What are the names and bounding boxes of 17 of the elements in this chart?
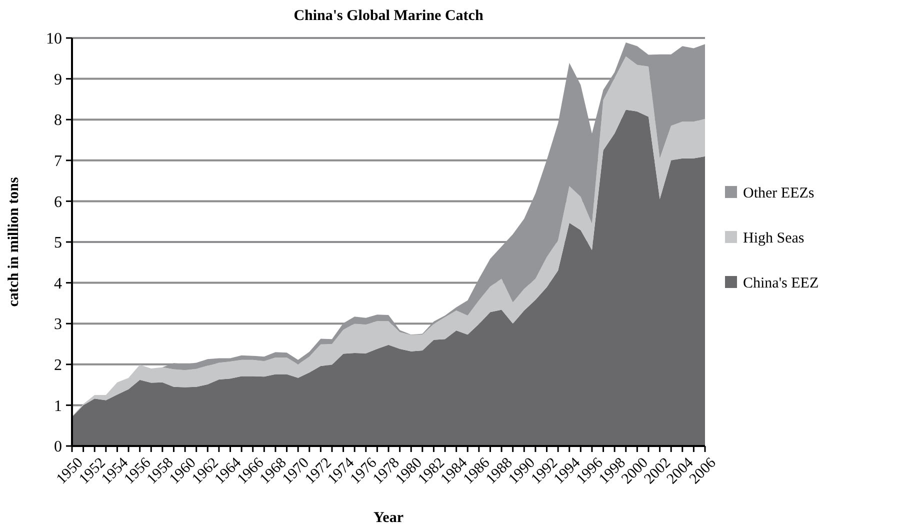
y-tick-label: 6	[54, 194, 62, 211]
y-axis-title: catch in million tons	[6, 177, 22, 307]
y-tick-label: 2	[54, 357, 62, 374]
x-axis-title: Year	[374, 510, 404, 526]
y-tick-label: 4	[54, 275, 62, 292]
y-tick-label: 10	[46, 30, 62, 48]
y-tick-label: 9	[54, 71, 62, 88]
y-tick-label: 7	[54, 153, 62, 170]
y-tick-label: 0	[54, 438, 62, 456]
legend-label: Other EEZs	[743, 185, 814, 202]
y-tick-label: 5	[54, 234, 62, 252]
y-tick-label: 3	[54, 316, 62, 334]
legend-label: China's EEZ	[743, 275, 819, 292]
chart-title: China's Global Marine Catch	[294, 8, 484, 24]
y-tick-label: 1	[54, 398, 62, 415]
legend-label: High Seas	[743, 230, 804, 246]
y-tick-label: 8	[54, 112, 62, 130]
